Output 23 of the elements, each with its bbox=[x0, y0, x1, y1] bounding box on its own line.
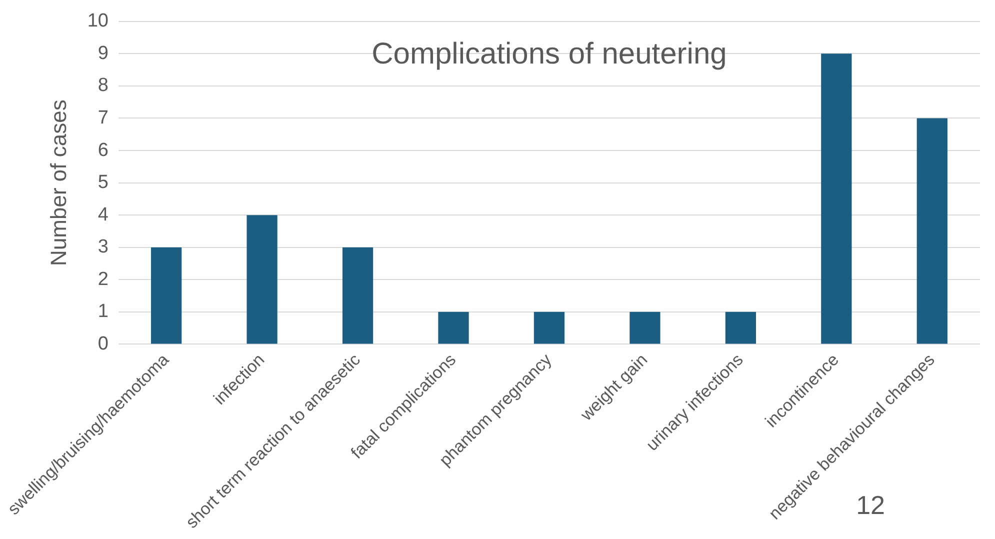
y-tick-label: 4 bbox=[98, 204, 109, 226]
y-tick-label: 1 bbox=[98, 301, 108, 322]
text: Complications of neutering bbox=[372, 38, 727, 71]
y-tick-label: 6 bbox=[98, 140, 108, 161]
y-tick-label: 10 bbox=[87, 10, 108, 32]
y-tick-label: 9 bbox=[98, 42, 108, 64]
bar bbox=[246, 215, 278, 344]
y-tick-label: 2 bbox=[98, 268, 108, 290]
y-tick-label: 0 bbox=[98, 333, 108, 354]
y-tick-label: 5 bbox=[98, 172, 108, 194]
bar bbox=[534, 312, 565, 344]
y-tick-label: 8 bbox=[98, 75, 108, 96]
bar bbox=[630, 312, 660, 344]
y-tick-label: 7 bbox=[98, 107, 108, 128]
bar bbox=[821, 54, 852, 344]
bar bbox=[916, 118, 948, 344]
bar bbox=[438, 312, 469, 344]
y-axis-title: Number of cases bbox=[46, 100, 72, 266]
text: 12 bbox=[856, 490, 885, 521]
bar bbox=[725, 312, 756, 344]
bar bbox=[151, 247, 182, 344]
y-tick-label: 3 bbox=[98, 236, 108, 258]
bar bbox=[342, 247, 374, 344]
